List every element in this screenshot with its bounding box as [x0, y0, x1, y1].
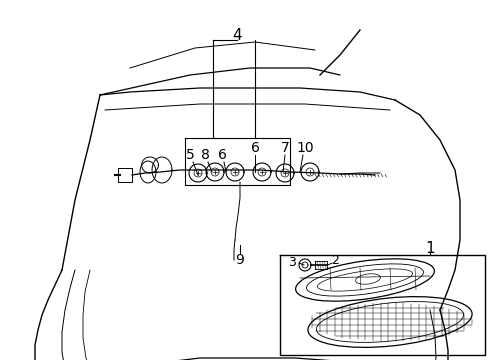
Text: 4: 4	[232, 27, 242, 42]
Text: 10: 10	[296, 141, 313, 155]
Text: 3: 3	[287, 256, 295, 270]
Text: 6: 6	[217, 148, 226, 162]
Text: 8: 8	[200, 148, 209, 162]
Text: 9: 9	[235, 253, 244, 267]
Text: 6: 6	[250, 141, 259, 155]
Text: 7: 7	[280, 141, 289, 155]
Text: 5: 5	[185, 148, 194, 162]
Text: 1: 1	[425, 240, 434, 256]
Text: 2: 2	[330, 255, 338, 267]
